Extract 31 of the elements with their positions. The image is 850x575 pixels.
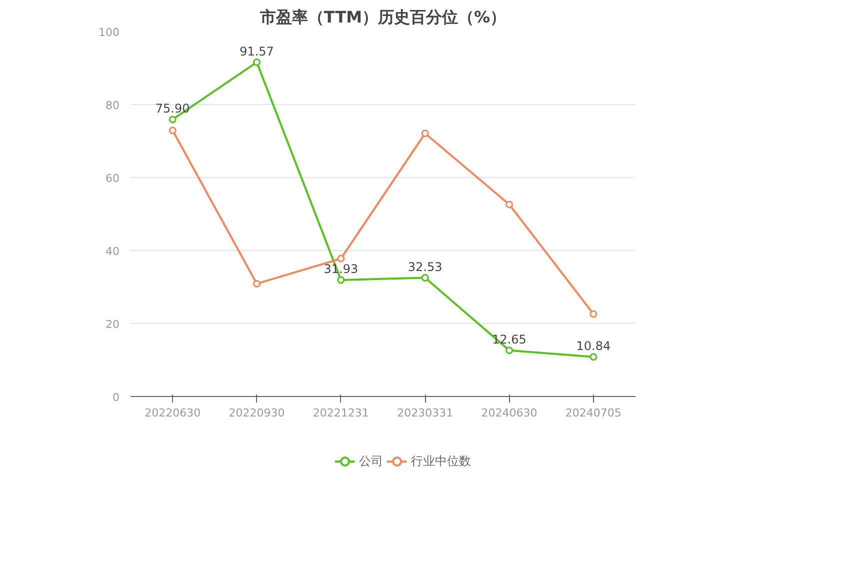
point [168, 126, 176, 134]
x-tick-label: 20230331 [397, 406, 454, 420]
data-label: 91.57 [240, 44, 274, 58]
y-tick-label: 40 [106, 245, 120, 258]
point [253, 280, 260, 288]
point [337, 276, 345, 284]
point [421, 274, 429, 282]
point [590, 353, 598, 361]
data-label: 10.84 [576, 338, 611, 353]
point [168, 116, 176, 124]
chart-title: 市盈率（TTM）历史百分位（%） [258, 8, 506, 26]
legend-label: 公司 [359, 452, 383, 470]
x-tick-label: 20240630 [481, 406, 538, 420]
point [506, 200, 513, 208]
x-tick-label: 20240705 [565, 406, 622, 420]
point [421, 130, 429, 138]
data-label: 32.53 [408, 260, 442, 274]
legend-label: 行业中位数 [411, 452, 471, 470]
y-tick-label: 100 [98, 26, 120, 39]
y-tick-label: 20 [106, 318, 120, 331]
point [590, 310, 598, 318]
x-tick-label: 20220630 [144, 406, 201, 420]
y-tick-label: 60 [106, 172, 120, 185]
point [506, 346, 513, 354]
data-label: 75.90 [155, 101, 190, 116]
y-tick-label: 0 [112, 391, 120, 404]
x-tick-label: 20221231 [312, 406, 369, 420]
point [253, 58, 260, 66]
y-tick-label: 80 [106, 99, 120, 112]
point [337, 254, 345, 262]
x-tick-label: 20220930 [228, 406, 285, 420]
